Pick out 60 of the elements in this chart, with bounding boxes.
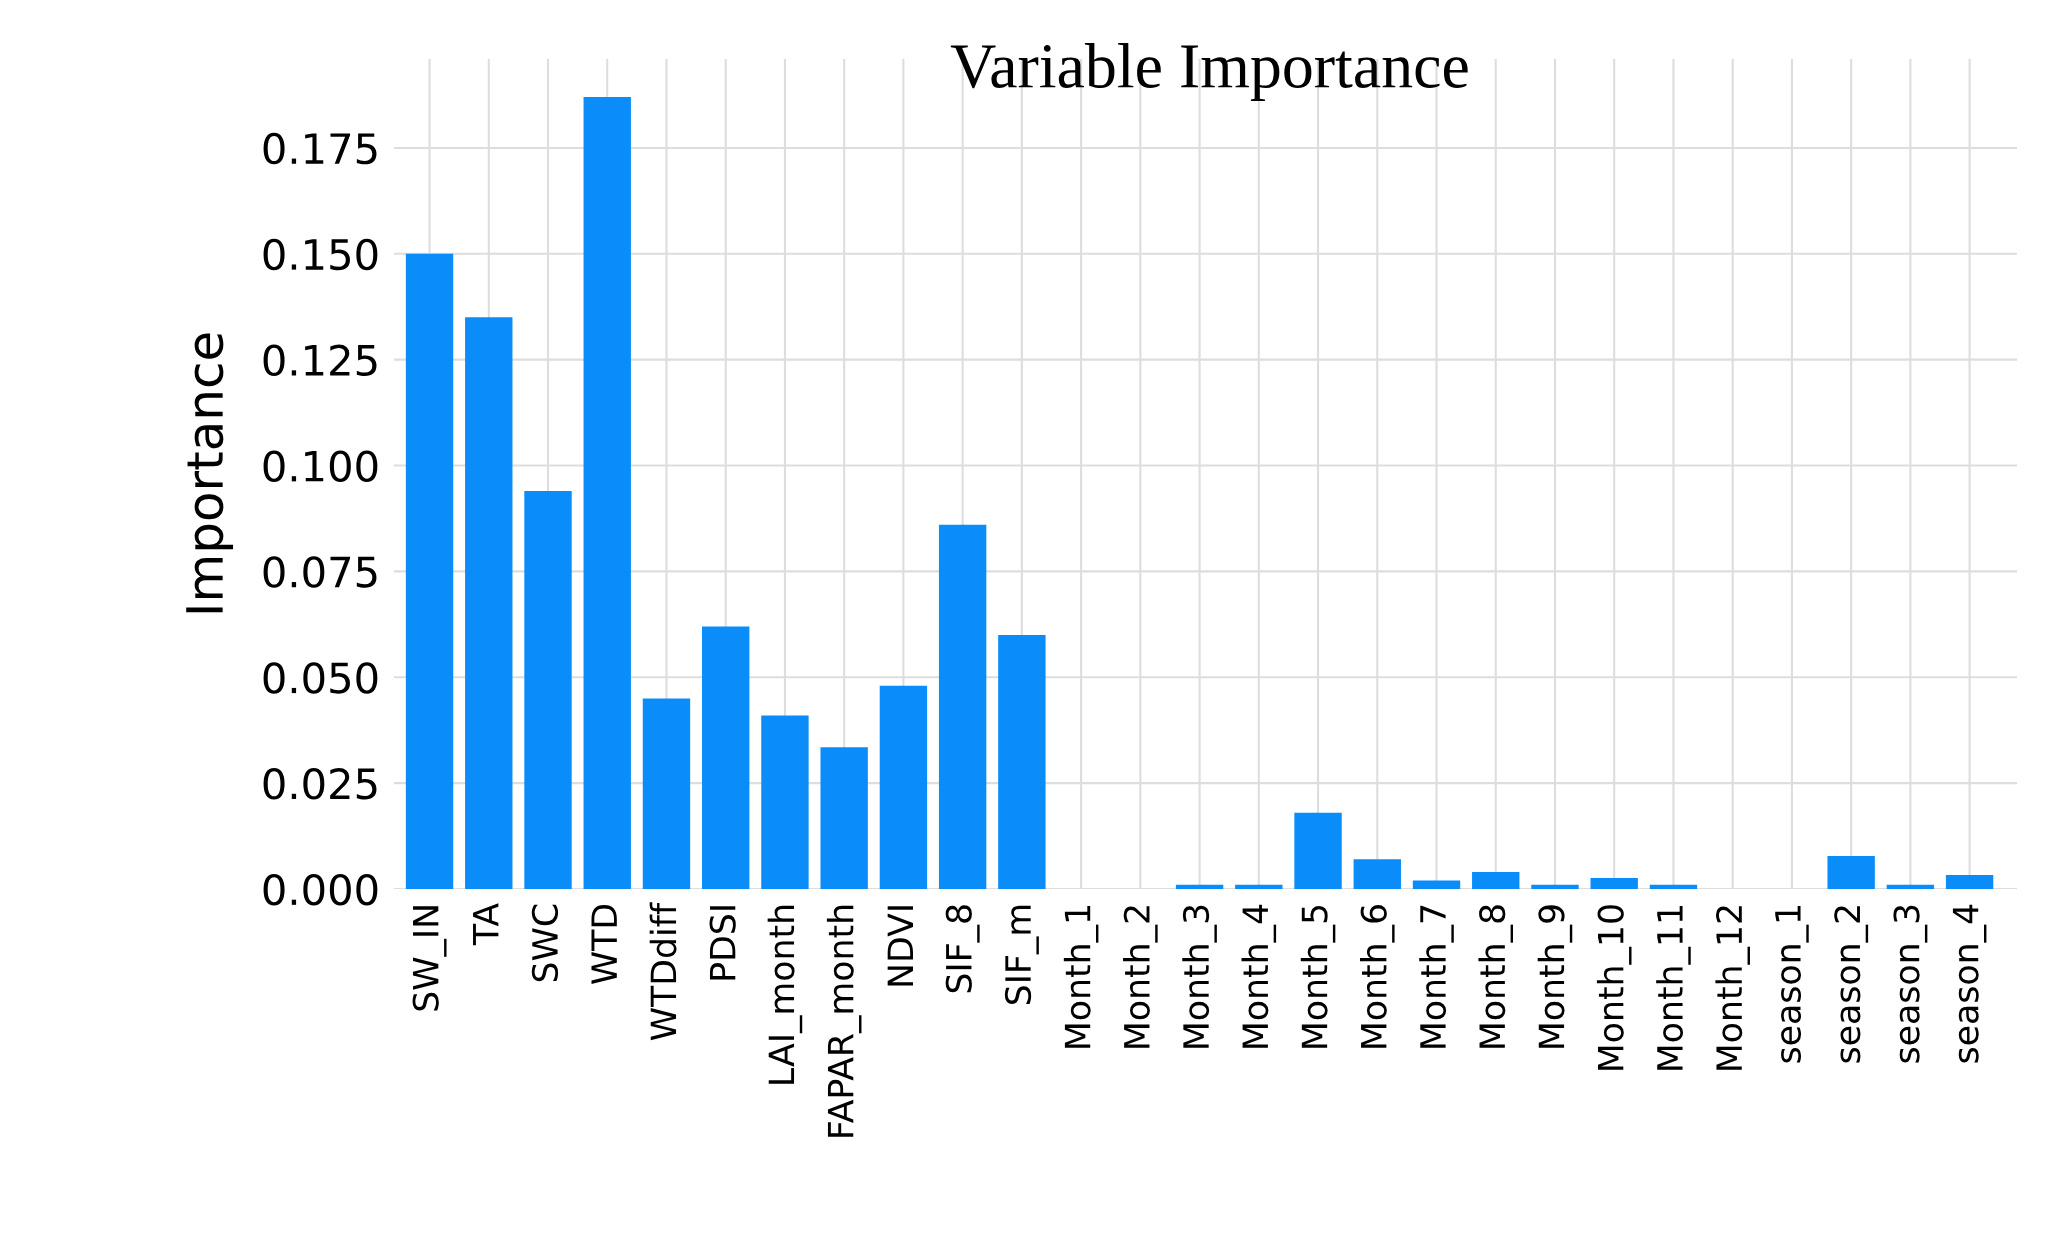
bar bbox=[1472, 872, 1520, 889]
bar bbox=[1590, 877, 1638, 889]
x-tick-label: SIF_8 bbox=[945, 905, 980, 993]
x-tick-label: Month_4 bbox=[1241, 904, 1277, 1048]
x-tick-label: Month_1 bbox=[1063, 906, 1099, 1048]
bar bbox=[938, 524, 987, 889]
bar bbox=[1353, 859, 1401, 889]
bar bbox=[405, 253, 454, 889]
x-tick-label: SWC bbox=[531, 904, 559, 982]
bar bbox=[761, 715, 809, 889]
x-tick-label: Month_5 bbox=[1300, 905, 1336, 1048]
x-tick-label: Month_10 bbox=[1596, 905, 1632, 1070]
bar bbox=[1412, 880, 1461, 889]
bar bbox=[583, 97, 631, 889]
bar bbox=[465, 317, 513, 889]
bar bbox=[1531, 884, 1579, 889]
bar bbox=[524, 490, 572, 889]
x-tick-label: Month_12 bbox=[1715, 906, 1750, 1070]
y-tick-label: 0.150 bbox=[263, 238, 378, 271]
bar bbox=[820, 747, 868, 889]
y-tick-label: 0.025 bbox=[263, 768, 377, 800]
bar bbox=[642, 698, 691, 889]
y-tick-label: 0.075 bbox=[263, 556, 377, 588]
x-tick-label: season_4 bbox=[1952, 904, 1987, 1063]
y-tick-label: 0.125 bbox=[263, 344, 377, 377]
y-axis-title: Importance bbox=[186, 333, 234, 613]
x-tick-label: SW_IN bbox=[412, 906, 447, 1011]
chart-title: Variable Importance bbox=[950, 43, 1468, 101]
x-tick-label: Month_2 bbox=[1123, 906, 1158, 1048]
bar bbox=[1649, 884, 1698, 889]
bar bbox=[1886, 884, 1935, 889]
bar bbox=[702, 626, 750, 889]
y-tick-label: 0.100 bbox=[263, 450, 378, 482]
x-tick-label: Month_11 bbox=[1656, 906, 1691, 1070]
y-tick-label: 0.175 bbox=[263, 132, 377, 165]
x-tick-label: season_2 bbox=[1834, 906, 1869, 1063]
x-tick-label: Month_9 bbox=[1537, 905, 1573, 1048]
bar bbox=[998, 634, 1046, 889]
x-tick-label: season_1 bbox=[1775, 906, 1809, 1063]
x-tick-label: WTDdiff bbox=[649, 902, 677, 1041]
bar bbox=[1827, 855, 1875, 889]
x-tick-label: Month_6 bbox=[1359, 905, 1395, 1048]
x-tick-label: season_3 bbox=[1893, 905, 1928, 1063]
bar bbox=[879, 685, 928, 889]
bar bbox=[1945, 875, 1994, 889]
y-tick-label: 0.000 bbox=[263, 873, 378, 906]
x-tick-label: Month_8 bbox=[1478, 905, 1514, 1048]
x-tick-label: PDSI bbox=[709, 906, 736, 980]
x-tick-label: NDVI bbox=[887, 906, 913, 986]
y-tick-label: 0.050 bbox=[263, 662, 378, 694]
x-tick-label: Month_7 bbox=[1419, 905, 1454, 1048]
x-tick-label: FAPAR_month bbox=[826, 905, 862, 1137]
x-tick-label: Month_3 bbox=[1182, 905, 1217, 1048]
x-tick-label: TA bbox=[473, 903, 499, 946]
bar bbox=[1175, 884, 1224, 889]
bar bbox=[1294, 812, 1342, 889]
x-tick-label: LAI_month bbox=[767, 905, 803, 1084]
x-tick-label: WTD bbox=[591, 904, 617, 985]
bar bbox=[1235, 884, 1283, 889]
x-tick-label: SIF_m bbox=[1004, 905, 1039, 1005]
